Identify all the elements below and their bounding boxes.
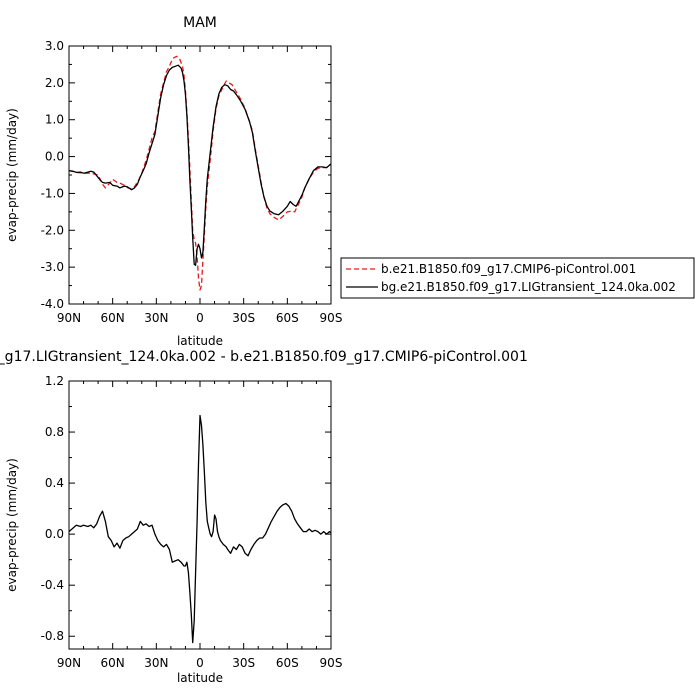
chart-title: bg.e21.B1850.f09_g17.LIGtransient_124.0k… [0, 349, 528, 365]
y-tick-label: 2.0 [45, 76, 64, 90]
y-axis-label: evap-precip (mm/day) [5, 108, 19, 242]
axes: 90N 60N 30N 0 30S 60S 90S -0.8 -0.4 0.0 0.4 0.8 1.2 [41, 374, 343, 670]
series-line-0 [68, 55, 332, 291]
x-tick-label: 60S [276, 311, 299, 325]
chart-bottom-panel: bg.e21.B1850.f09_g17.LIGtransient_124.0k… [0, 349, 528, 685]
x-tick-label: 30S [232, 656, 255, 670]
x-tick-label: 60S [276, 656, 299, 670]
x-tick-label: 0 [196, 656, 204, 670]
series-lines [68, 55, 332, 291]
y-tick-label: -4.0 [41, 297, 64, 311]
x-tick-label: 60N [101, 656, 125, 670]
y-tick-label: 1.0 [45, 113, 64, 127]
legend-label-ligtransient: bg.e21.B1850.f09_g17.LIGtransient_124.0k… [381, 280, 676, 294]
y-tick-label: 3.0 [45, 39, 64, 53]
y-tick-label: 0.8 [45, 425, 64, 439]
y-tick-label: -0.8 [41, 629, 64, 643]
x-tick-label: 90N [57, 656, 81, 670]
series-lines [68, 414, 332, 644]
y-tick-label: 1.2 [45, 374, 64, 388]
x-tick-label: 30N [144, 656, 168, 670]
plot-area-frame [68, 45, 332, 305]
legend: b.e21.B1850.f09_g17.CMIP6-piControl.001 … [340, 257, 695, 299]
y-tick-label: -2.0 [41, 223, 64, 237]
y-axis-label: evap-precip (mm/day) [5, 458, 19, 592]
chart-top-panel: MAM 90N 60N 30N 0 30S 60S 90S -4.0 -3.0 -2.0 -1.0 0… [5, 15, 695, 348]
x-tick-label: 90N [57, 311, 81, 325]
legend-label-picontrol: b.e21.B1850.f09_g17.CMIP6-piControl.001 [381, 262, 636, 276]
x-tick-label: 30N [144, 311, 168, 325]
chart-title: MAM [183, 15, 217, 31]
series-line-1 [68, 64, 332, 266]
y-tick-label: 0.4 [45, 476, 64, 490]
x-tick-label: 90S [320, 311, 343, 325]
y-tick-label: 0.0 [45, 150, 64, 164]
axes: 90N 60N 30N 0 30S 60S 90S -4.0 -3.0 -2.0 -1.0 0.0 1.… [41, 39, 343, 325]
x-tick-label: 30S [232, 311, 255, 325]
y-tick-label: -1.0 [41, 186, 64, 200]
x-axis-label: latitude [177, 671, 223, 685]
y-tick-label: 0.0 [45, 527, 64, 541]
y-tick-label: -0.4 [41, 578, 64, 592]
x-tick-label: 90S [320, 656, 343, 670]
x-axis-label: latitude [177, 334, 223, 348]
x-tick-label: 0 [196, 311, 204, 325]
y-tick-label: -3.0 [41, 260, 64, 274]
series-line-0 [68, 414, 332, 644]
x-tick-label: 60N [101, 311, 125, 325]
legend-box [340, 257, 695, 299]
